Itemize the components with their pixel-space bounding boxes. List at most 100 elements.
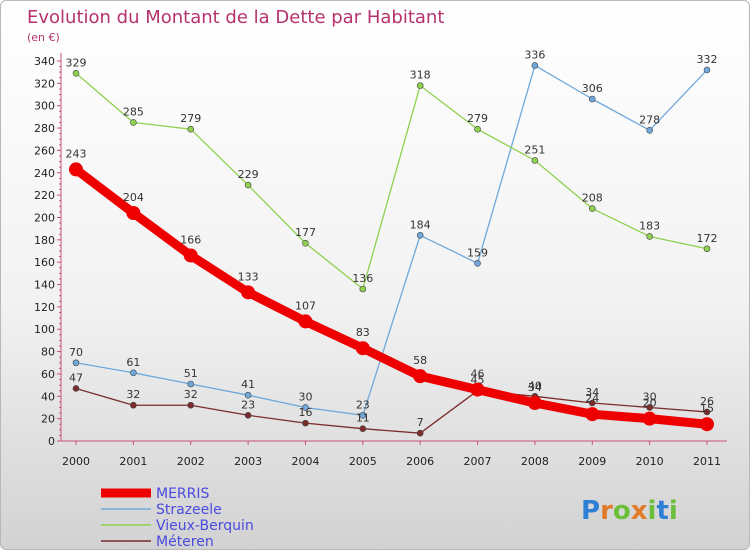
data-point [646,233,653,240]
data-point [302,404,309,411]
data-label: 70 [69,346,83,359]
data-point [187,125,195,133]
data-label: 40 [528,379,542,392]
data-label: 30 [298,390,312,403]
data-label: 177 [295,226,316,239]
data-point [244,181,252,189]
data-point [531,157,539,164]
data-label: 332 [697,53,718,66]
logo-letter: i [669,496,678,526]
y-tick-label: 80 [41,346,55,359]
data-label: 159 [467,246,488,259]
data-label: 285 [123,105,144,118]
data-point [126,206,141,220]
data-label: 172 [697,232,718,245]
data-point [703,245,711,253]
logo-letter: x [631,496,648,526]
logo-letter: P [581,496,600,526]
data-point [130,119,137,126]
legend-label-strazeele: Strazeele [156,502,222,518]
data-label: 318 [410,69,431,82]
data-point [700,417,714,432]
y-tick-label: 220 [34,189,55,202]
data-point [588,205,596,212]
data-point [703,408,711,416]
data-label: 279 [467,112,488,125]
data-point [244,391,252,399]
series-line [71,164,712,429]
y-tick-label: 120 [34,301,55,314]
data-label: 58 [413,354,427,367]
y-tick-label: 340 [34,55,55,68]
logo-letter: o [613,496,631,526]
series-line [75,387,708,434]
data-label: 26 [700,395,714,408]
data-point [646,126,653,134]
chart-subtitle: (en €) [27,31,60,44]
x-tick-label: 2001 [119,455,147,468]
data-point [241,285,256,300]
data-point [72,69,80,77]
data-point [531,62,539,69]
data-label: 23 [241,398,255,411]
data-point [302,419,309,427]
data-label: 306 [582,82,603,95]
data-label: 20 [643,397,657,410]
data-point [187,380,195,388]
data-label: 107 [295,299,316,312]
y-tick-label: 140 [34,279,55,292]
data-label: 30 [643,390,657,403]
legend-label-vieux-berquin: Vieux-Berquin [156,518,254,534]
x-tick-label: 2010 [636,455,664,468]
data-label: 204 [123,191,144,204]
x-tick-label: 2007 [464,455,492,468]
legend-label-m-teren: Méteren [156,534,214,550]
data-label: 23 [356,398,370,411]
series-layer: 70 61 51 41 30 23 184 159 336 306 278 332 329 285 279 2… [66,48,718,437]
y-tick-label: 60 [41,368,55,381]
data-label: 278 [639,113,660,126]
y-tick-label: 280 [34,122,55,135]
x-tick-label: 2000 [62,455,90,468]
data-point [359,425,367,433]
x-tick-label: 2002 [177,455,205,468]
data-point [130,369,137,377]
data-point [703,66,711,74]
data-point [244,411,252,419]
data-label: 136 [352,272,373,285]
x-tick-label: 2011 [693,455,721,468]
proxiti-logo: Proxiti [581,496,678,526]
logo-letter: i [648,496,657,526]
series-line [75,72,708,290]
x-tick-label: 2006 [406,455,434,468]
data-point [588,95,596,103]
data-point [470,382,485,397]
data-point [474,259,481,267]
data-point [416,82,424,89]
data-label: 166 [180,233,201,246]
data-label: 34 [585,386,599,399]
data-label: 183 [639,219,660,232]
series-strazeele: 70 61 51 41 30 23 184 159 336 306 278 332 [69,48,718,419]
data-point [642,411,657,426]
y-tick-label: 40 [41,390,55,403]
data-label: 184 [410,218,431,231]
y-tick-label: 180 [34,234,55,247]
data-point [585,407,600,422]
data-point [416,429,424,437]
data-point [588,399,596,407]
y-tick-label: 320 [34,77,55,90]
data-point [474,125,481,133]
x-tick-label: 2005 [349,455,377,468]
data-label: 15 [700,402,714,415]
data-point [183,248,198,263]
data-label: 7 [417,416,424,429]
y-tick-label: 100 [34,323,55,336]
data-label: 279 [180,112,201,125]
y-tick-label: 200 [34,211,55,224]
data-label: 32 [126,388,140,401]
y-tick-label: 260 [34,144,55,157]
